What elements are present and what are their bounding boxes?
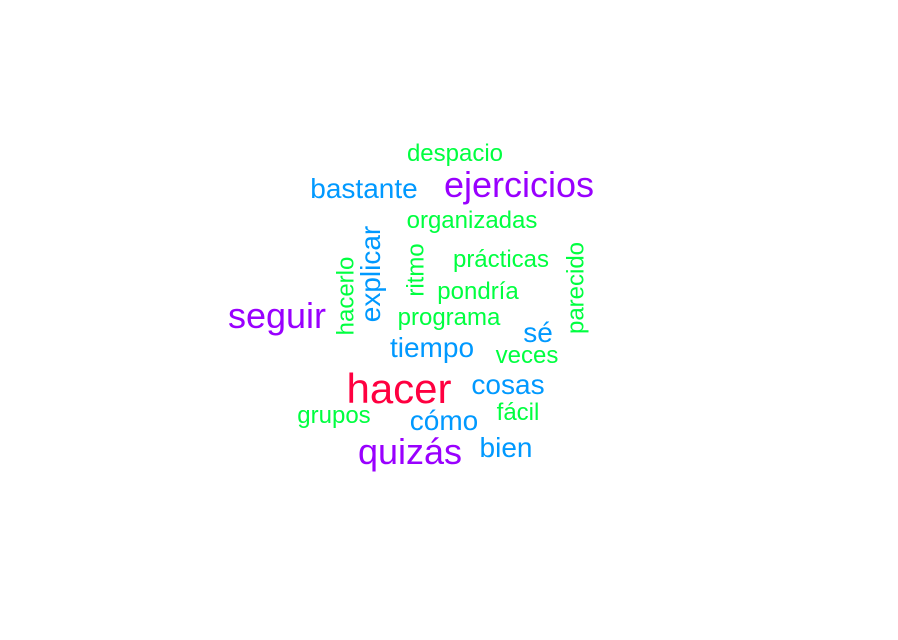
word-5: explicar: [355, 226, 386, 322]
word-15: ritmo: [402, 243, 429, 296]
word-12: organizadas: [407, 207, 538, 234]
word-0: hacer: [346, 365, 451, 412]
word-8: cosas: [471, 369, 544, 400]
word-9: cómo: [410, 405, 478, 436]
word-18: programa: [398, 304, 501, 331]
word-11: despacio: [407, 140, 503, 167]
word-13: prácticas: [453, 246, 549, 273]
word-16: pondría: [437, 278, 519, 305]
word-10: bien: [480, 432, 533, 463]
word-21: fácil: [497, 399, 540, 426]
word-7: sé: [523, 317, 553, 348]
word-20: grupos: [297, 402, 370, 429]
word-4: bastante: [310, 173, 417, 204]
word-2: seguir: [228, 295, 326, 336]
word-14: hacerlo: [332, 257, 359, 336]
word-19: veces: [496, 342, 559, 369]
word-3: quizás: [358, 431, 462, 472]
word-17: parecido: [562, 242, 589, 334]
word-6: tiempo: [390, 332, 474, 363]
word-1: ejercicios: [444, 164, 594, 205]
